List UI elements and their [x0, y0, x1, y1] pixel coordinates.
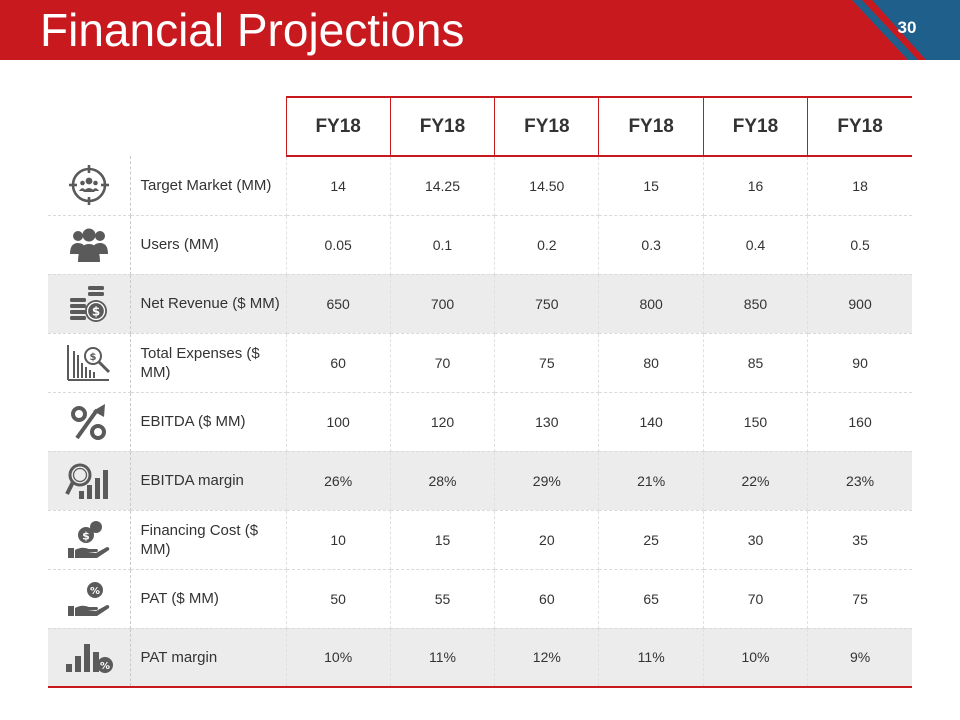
column-header: FY18 — [285, 96, 391, 157]
table-cell: 30 — [703, 510, 809, 570]
table-cell: 800 — [598, 274, 704, 334]
table-cell: 80 — [598, 333, 704, 393]
table-cell: 160 — [807, 392, 912, 452]
svg-text:$: $ — [82, 529, 90, 542]
table-cell: 20 — [494, 510, 600, 570]
table-cell: 55 — [390, 569, 496, 629]
table-cell: 28% — [390, 451, 496, 511]
table-cell: 90 — [807, 333, 912, 393]
table-cell: 150 — [703, 392, 809, 452]
table-cell: 35 — [807, 510, 912, 570]
column-header: FY18 — [598, 96, 704, 157]
bar-chart-percent-icon: % — [48, 628, 131, 688]
table-cell: 0.3 — [598, 215, 704, 275]
table-cell: 65 — [598, 569, 704, 629]
header-blank — [48, 97, 286, 156]
column-header: FY18 — [702, 96, 808, 157]
svg-text:%: % — [100, 661, 110, 672]
page-number: 30 — [897, 18, 917, 37]
svg-text:%: % — [90, 586, 100, 597]
table-cell: 100 — [286, 392, 391, 452]
row-label: EBITDA ($ MM) — [130, 392, 287, 452]
table-cell: 16 — [703, 156, 809, 216]
column-header: FY18 — [807, 96, 912, 157]
table-row: Users (MM) 0.05 0.1 0.2 0.3 0.4 0.5 — [48, 215, 912, 275]
row-label: Financing Cost ($ MM) — [130, 510, 287, 570]
table-cell: 10% — [286, 628, 391, 688]
table-cell: 23% — [807, 451, 912, 511]
table-cell: 18 — [807, 156, 912, 216]
row-label: Total Expenses ($ MM) — [130, 333, 287, 393]
table-cell: 10 — [286, 510, 391, 570]
table-cell: 130 — [494, 392, 600, 452]
table-cell: 900 — [807, 274, 912, 334]
table-row: $ Financing Cost ($ MM) 10 15 20 25 30 3… — [48, 510, 912, 570]
table-cell: 14.25 — [390, 156, 496, 216]
row-label: EBITDA margin — [130, 451, 287, 511]
table-cell: 22% — [703, 451, 809, 511]
row-label: PAT ($ MM) — [130, 569, 287, 629]
table-cell: 120 — [390, 392, 496, 452]
column-header: FY18 — [494, 96, 599, 157]
table-cell: 0.2 — [494, 215, 600, 275]
table-row: Target Market (MM) 14 14.25 14.50 15 16 … — [48, 156, 912, 216]
table-row: $ Net Revenue ($ MM) 650 700 750 800 850… — [48, 274, 912, 334]
table-cell: 50 — [286, 569, 391, 629]
table-row: % PAT margin 10% 11% 12% 11% 10% 9% — [48, 628, 912, 688]
table-row: $ Total Expenses ($ MM) 60 70 75 80 85 9… — [48, 333, 912, 393]
table-cell: 650 — [286, 274, 391, 334]
table-cell: 60 — [494, 569, 600, 629]
table-row: EBITDA margin 26% 28% 29% 21% 22% 23% — [48, 451, 912, 511]
header-band — [0, 0, 960, 60]
column-header: FY18 — [389, 96, 495, 157]
row-label: Users (MM) — [130, 215, 287, 275]
table-cell: 70 — [703, 569, 809, 629]
table-cell: 0.1 — [390, 215, 496, 275]
table-cell: 10% — [703, 628, 809, 688]
table-cell: 14 — [286, 156, 391, 216]
table-cell: 29% — [494, 451, 600, 511]
svg-text:$: $ — [92, 304, 100, 318]
row-label: PAT margin — [130, 628, 287, 688]
table-cell: 75 — [494, 333, 600, 393]
hand-money-icon: $ — [48, 510, 131, 570]
table-cell: 21% — [598, 451, 704, 511]
coin-stack-icon: $ — [48, 274, 131, 334]
corner-decoration — [852, 0, 960, 60]
magnifier-bar-chart-icon — [48, 451, 131, 511]
table-cell: 0.05 — [286, 215, 391, 275]
table-cell: 11% — [390, 628, 496, 688]
table-cell: 750 — [494, 274, 600, 334]
financial-projections-table: FY18 FY18 FY18 FY18 FY18 FY18 — [48, 96, 912, 688]
table-cell: 0.4 — [703, 215, 809, 275]
table-cell: 12% — [494, 628, 600, 688]
table-cell: 11% — [598, 628, 704, 688]
table-cell: 15 — [598, 156, 704, 216]
table-cell: 26% — [286, 451, 391, 511]
table-cell: 9% — [807, 628, 912, 688]
users-group-icon — [48, 215, 131, 275]
table-cell: 60 — [286, 333, 391, 393]
table-cell: 15 — [390, 510, 496, 570]
table-cell: 75 — [807, 569, 912, 629]
table-cell: 14.50 — [494, 156, 600, 216]
expense-chart-icon: $ — [48, 333, 131, 393]
row-label: Target Market (MM) — [130, 156, 287, 216]
svg-text:$: $ — [89, 352, 96, 363]
table-cell: 85 — [703, 333, 809, 393]
row-label: Net Revenue ($ MM) — [130, 274, 287, 334]
table-cell: 140 — [598, 392, 704, 452]
table-header-row: FY18 FY18 FY18 FY18 FY18 FY18 — [48, 96, 912, 157]
table-cell: 25 — [598, 510, 704, 570]
slide-title: Financial Projections — [40, 4, 465, 56]
table-cell: 70 — [390, 333, 496, 393]
table-row: % PAT ($ MM) 50 55 60 65 70 75 — [48, 569, 912, 629]
percent-arrow-icon — [48, 392, 131, 452]
table-cell: 0.5 — [807, 215, 912, 275]
table-row: EBITDA ($ MM) 100 120 130 140 150 160 — [48, 392, 912, 452]
target-audience-icon — [48, 156, 131, 216]
table-cell: 850 — [703, 274, 809, 334]
table-cell: 700 — [390, 274, 496, 334]
hand-percent-icon: % — [48, 569, 131, 629]
